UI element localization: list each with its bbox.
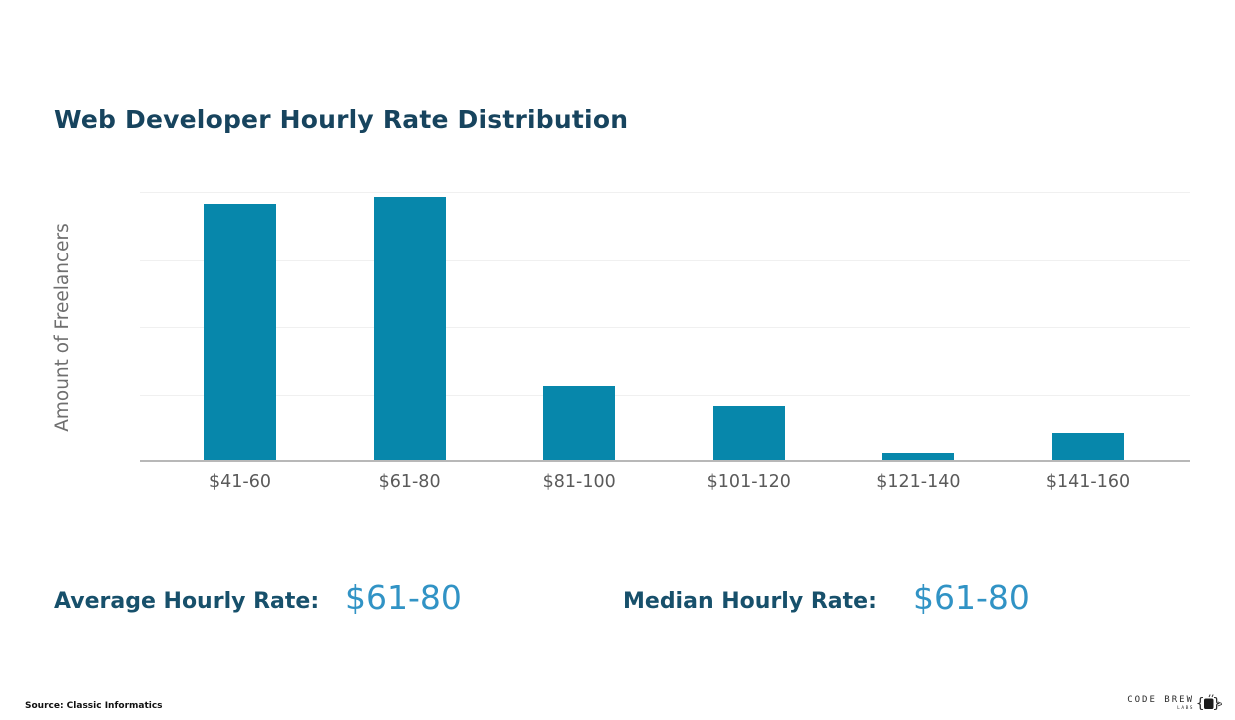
codebrew-sub-text: LABS — [1177, 706, 1194, 711]
codebrew-logo-text: CODE BREW LABS — [1127, 695, 1194, 711]
bar-$81-100 — [543, 385, 616, 460]
bar-chart-plot-area: $41-60 $61-80 $81-100 $101-120 $121-140 $141-… — [140, 192, 1190, 492]
gridline — [140, 259, 1190, 261]
bar-$41-60 — [204, 203, 276, 460]
gridline — [140, 327, 1190, 328]
codebrew-labs-logo: CODE BREW LABS { } > — [1127, 694, 1222, 712]
svg-text:{: { — [1196, 696, 1204, 712]
mug-in-code-braces-icon: { } > — [1196, 694, 1222, 712]
x-tick-label: $101-120 — [706, 472, 791, 492]
svg-text:}: } — [1213, 696, 1221, 712]
bar-$141-160 — [1052, 433, 1124, 460]
y-axis-title: Amount of Freelancers — [42, 192, 82, 462]
gridline — [140, 192, 1190, 193]
average-rate-value: $61-80 — [345, 578, 462, 617]
source-attribution: Source: Classic Informatics — [25, 701, 163, 711]
svg-text:>: > — [1218, 699, 1223, 710]
x-tick-label: $121-140 — [876, 472, 961, 492]
bar-$121-140 — [882, 453, 955, 460]
codebrew-brand-text: CODE BREW — [1127, 695, 1194, 705]
median-rate-value: $61-80 — [913, 578, 1030, 617]
bar-$61-80 — [373, 196, 446, 460]
x-tick-label: $41-60 — [209, 472, 271, 492]
chart-title: Web Developer Hourly Rate Distribution — [54, 105, 629, 134]
bar-$101-120 — [712, 406, 785, 460]
average-rate-label: Average Hourly Rate: — [54, 589, 320, 614]
x-tick-label: $81-100 — [542, 472, 616, 492]
x-tick-label: $61-80 — [378, 472, 441, 492]
median-rate-label: Median Hourly Rate: — [623, 589, 877, 614]
gridline — [140, 394, 1190, 396]
x-tick-label: $141-160 — [1045, 472, 1131, 492]
y-axis-title-text: Amount of Freelancers — [51, 222, 73, 432]
